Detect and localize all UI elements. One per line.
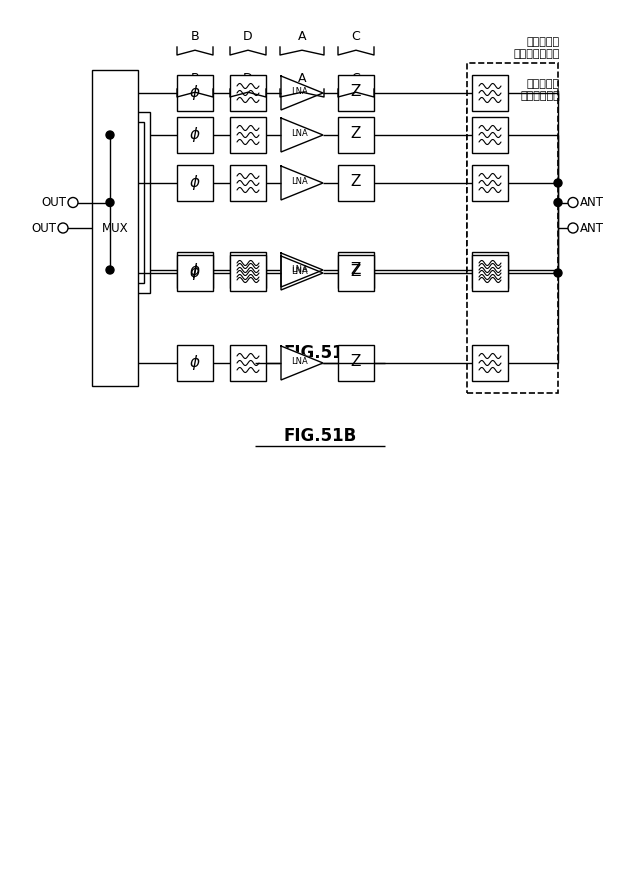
Text: LNA: LNA [291,268,307,276]
Bar [467,105,558,300]
Circle shape [554,269,562,277]
Text: $\phi$: $\phi$ [189,84,201,102]
Polygon shape [281,346,323,380]
Circle shape [68,198,78,208]
Text: Z: Z [351,85,361,100]
Bar [338,165,374,201]
Text: LNA: LNA [291,177,307,186]
Bar [472,117,508,153]
Text: Z: Z [351,126,361,141]
Polygon shape [281,253,323,287]
Bar [230,165,266,201]
Text: ANT: ANT [580,222,604,235]
Text: LNA: LNA [291,87,307,96]
Text: D: D [243,30,253,43]
Text: Z: Z [351,265,361,280]
Text: $\phi$: $\phi$ [189,260,201,280]
Bar [110,112,150,293]
Text: D: D [243,72,253,85]
Bar [472,252,508,288]
Bar [472,165,508,201]
Bar [472,75,508,111]
Bar [472,255,508,291]
Text: ANT: ANT [580,196,604,209]
Bar [116,122,144,283]
Circle shape [568,198,578,208]
Text: フィルタ／
ダイプレクサ: フィルタ／ ダイプレクサ [520,79,560,101]
Text: Z: Z [351,354,361,369]
Circle shape [106,131,114,139]
Circle shape [554,179,562,187]
Text: A: A [298,72,307,85]
Circle shape [58,223,68,233]
Text: C: C [351,30,360,43]
Polygon shape [281,118,323,152]
Bar [338,75,374,111]
Circle shape [568,223,578,233]
Text: $\phi$: $\phi$ [189,173,201,192]
Polygon shape [281,76,323,110]
Bar [467,63,558,393]
Text: FIG.51B: FIG.51B [284,427,356,445]
Bar [92,70,138,386]
Text: FIG.51A: FIG.51A [284,344,356,362]
Text: LNA: LNA [291,130,307,139]
Text: Z: Z [351,175,361,190]
Bar [230,255,266,291]
Text: MUX: MUX [102,222,128,235]
Bar [177,117,213,153]
Bar [177,255,213,291]
Text: LNA: LNA [291,265,307,274]
Bar [177,165,213,201]
Text: $\phi$: $\phi$ [189,353,201,373]
Text: A: A [298,30,307,43]
Bar [177,75,213,111]
Text: C: C [351,72,360,85]
Polygon shape [281,166,323,200]
Polygon shape [281,256,323,290]
Bar [338,117,374,153]
Text: フィルタ／
マルチプレクサ: フィルタ／ マルチプレクサ [514,36,560,59]
Text: LNA: LNA [291,358,307,366]
Bar [177,252,213,288]
Text: 結合器: 結合器 [105,93,126,106]
Circle shape [106,199,114,207]
Bar [230,117,266,153]
Bar [338,345,374,381]
Text: B: B [191,30,199,43]
Text: OUT: OUT [41,196,66,209]
Text: $\phi$: $\phi$ [189,125,201,145]
Bar [177,345,213,381]
Circle shape [106,266,114,274]
Circle shape [554,199,562,207]
Bar [338,252,374,288]
Bar [230,252,266,288]
Bar [472,345,508,381]
Bar [230,345,266,381]
Bar [230,75,266,111]
Bar [338,255,374,291]
Text: $\phi$: $\phi$ [189,263,201,283]
Text: B: B [191,72,199,85]
Text: Z: Z [351,261,361,276]
Text: OUT: OUT [31,222,56,235]
